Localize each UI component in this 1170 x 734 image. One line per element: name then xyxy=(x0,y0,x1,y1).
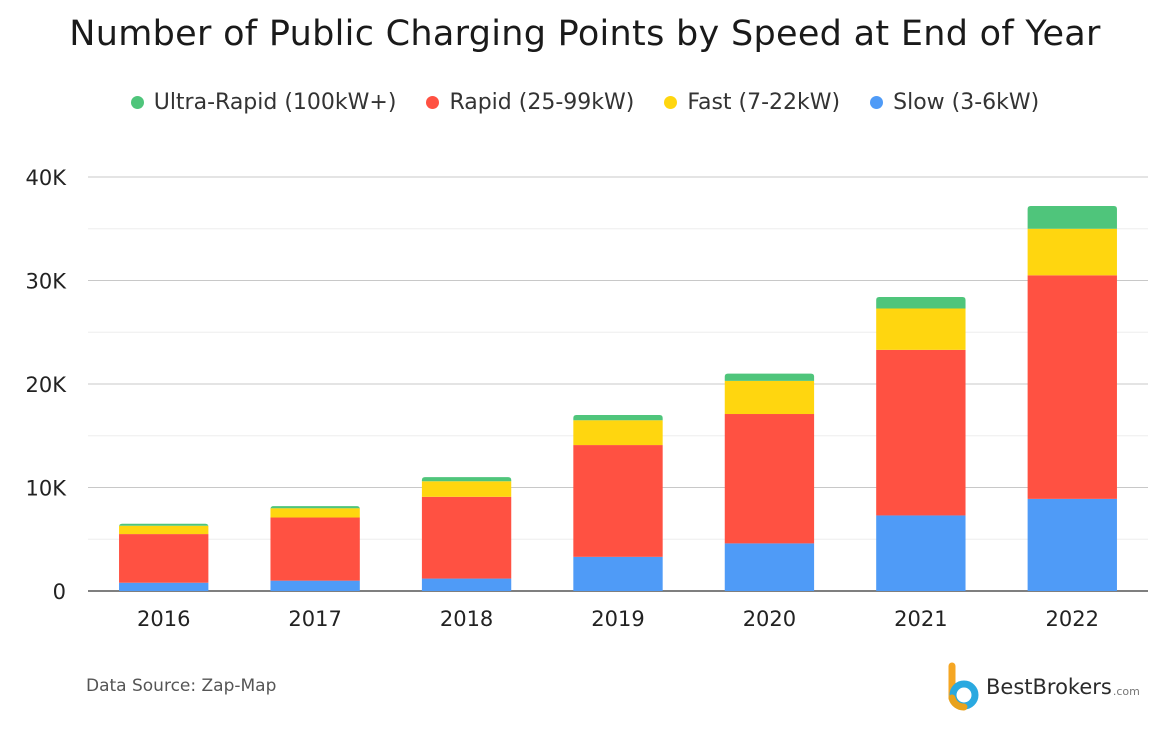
bar-segment xyxy=(421,477,512,482)
legend-label: Slow (3-6kW) xyxy=(893,90,1040,115)
legend-label: Ultra-Rapid (100kW+) xyxy=(153,90,397,115)
bar-segment xyxy=(270,506,360,510)
legend-item: Ultra-Rapid (100kW+) xyxy=(130,90,397,115)
bar-segment xyxy=(1027,228,1117,276)
legend-label: Rapid (25-99kW) xyxy=(449,90,635,115)
brand-logo: BestBrokers .com xyxy=(946,662,1140,712)
legend-label: Fast (7-22kW) xyxy=(687,90,841,115)
x-tick-label: 2022 xyxy=(1046,607,1099,631)
bar-segment xyxy=(1027,498,1117,591)
bar-segment xyxy=(573,420,663,446)
bar-segment xyxy=(876,515,966,591)
bar-segment xyxy=(724,380,815,415)
brand-name: BestBrokers xyxy=(986,675,1112,699)
x-tick-label: 2016 xyxy=(137,607,190,631)
bar-segment xyxy=(119,582,209,591)
bar-segment xyxy=(876,297,966,309)
bar-segment xyxy=(573,556,663,591)
bar-segment xyxy=(573,415,663,421)
legend-dot-icon xyxy=(130,96,144,109)
bar-segment xyxy=(421,578,512,591)
x-tick-label: 2018 xyxy=(440,607,493,631)
bar-segment xyxy=(119,534,209,583)
bar-segment xyxy=(421,481,512,497)
bar-segment xyxy=(270,517,360,581)
bar-segment xyxy=(1027,275,1117,499)
legend-item: Rapid (25-99kW) xyxy=(426,90,634,115)
legend-dot-icon xyxy=(426,96,440,109)
bar-segment xyxy=(876,308,966,350)
bar-segment xyxy=(119,523,209,527)
y-tick-label: 20K xyxy=(26,373,68,397)
x-tick-label: 2020 xyxy=(743,607,796,631)
bar-segment xyxy=(876,349,966,516)
legend-dot-icon xyxy=(870,96,884,109)
chart-title: Number of Public Charging Points by Spee… xyxy=(69,14,1101,54)
bar-segment xyxy=(270,580,360,591)
y-tick-label: 40K xyxy=(26,166,68,190)
y-tick-label: 0 xyxy=(53,580,66,604)
brand-suffix: .com xyxy=(1112,684,1140,698)
data-source-note: Data Source: Zap-Map xyxy=(86,676,277,696)
x-tick-label: 2021 xyxy=(894,607,947,631)
bar-segment xyxy=(724,373,815,381)
y-tick-label: 10K xyxy=(26,477,68,501)
bar-segment xyxy=(421,496,512,579)
bar-segment xyxy=(724,543,815,591)
legend-item: Fast (7-22kW) xyxy=(664,90,840,115)
bar-segment xyxy=(270,508,360,518)
bestbrokers-logo-icon xyxy=(948,662,979,711)
bar-segment xyxy=(119,525,209,535)
bar-segment xyxy=(1027,205,1117,229)
x-tick-label: 2019 xyxy=(591,607,644,631)
legend-dot-icon xyxy=(664,96,678,109)
bar-segment xyxy=(573,445,663,557)
bar-segment xyxy=(724,414,815,544)
x-tick-label: 2017 xyxy=(288,607,341,631)
y-tick-label: 30K xyxy=(26,270,68,294)
chart-legend: Ultra-Rapid (100kW+) Rapid (25-99kW) Fast … xyxy=(0,90,1170,115)
legend-item: Slow (3-6kW) xyxy=(870,90,1039,115)
